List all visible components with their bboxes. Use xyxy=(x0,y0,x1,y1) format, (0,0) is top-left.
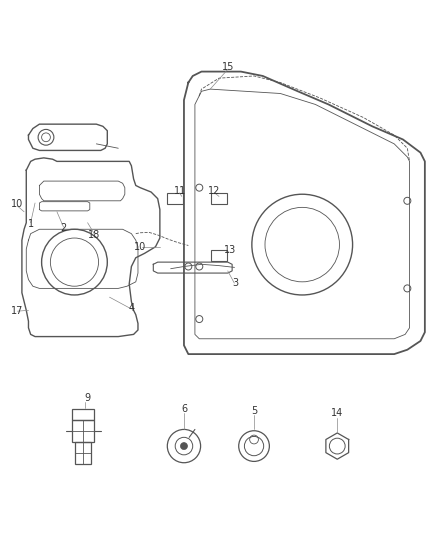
Circle shape xyxy=(185,263,192,270)
Circle shape xyxy=(196,263,203,270)
Bar xyxy=(167,193,183,204)
Text: 3: 3 xyxy=(232,278,238,288)
Circle shape xyxy=(196,184,203,191)
Text: 10: 10 xyxy=(134,242,146,252)
Bar xyxy=(75,442,91,464)
Bar xyxy=(72,409,94,420)
Text: 5: 5 xyxy=(251,406,257,416)
Text: 18: 18 xyxy=(88,230,100,239)
Text: 11: 11 xyxy=(173,186,186,196)
Circle shape xyxy=(404,285,411,292)
Text: 1: 1 xyxy=(28,220,34,229)
Text: 15: 15 xyxy=(222,62,234,72)
Text: 6: 6 xyxy=(181,404,187,414)
Text: 9: 9 xyxy=(85,393,91,403)
Circle shape xyxy=(404,197,411,204)
Text: 17: 17 xyxy=(11,306,23,316)
Bar xyxy=(72,420,94,442)
Text: 13: 13 xyxy=(224,245,236,255)
Circle shape xyxy=(180,442,187,449)
Text: 14: 14 xyxy=(331,408,343,418)
Text: 4: 4 xyxy=(128,303,134,313)
Text: 2: 2 xyxy=(60,223,67,233)
Bar xyxy=(211,193,227,204)
Circle shape xyxy=(196,316,203,322)
Text: 10: 10 xyxy=(11,199,24,209)
Text: 12: 12 xyxy=(208,186,221,196)
Bar xyxy=(211,251,227,261)
